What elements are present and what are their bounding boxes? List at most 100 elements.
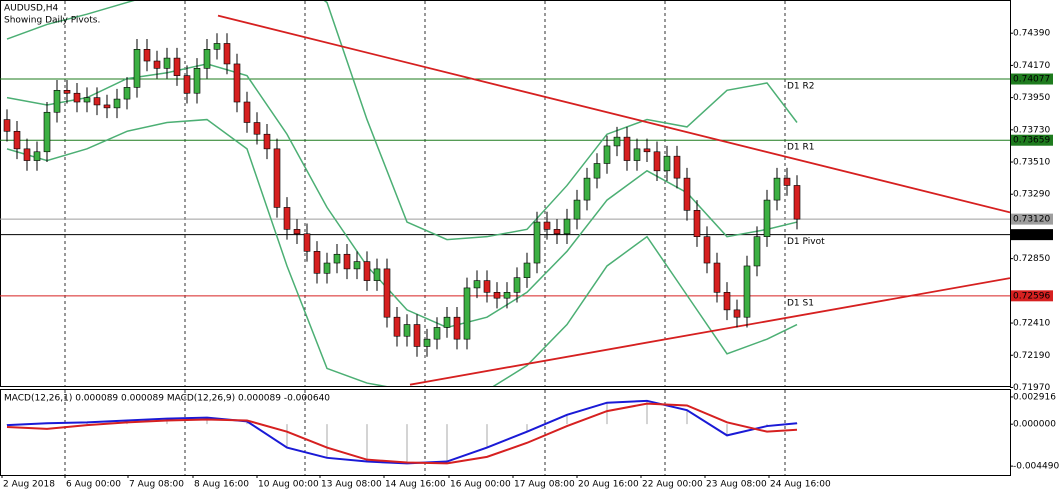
candle-body bbox=[263, 133, 271, 150]
candle-body bbox=[393, 316, 401, 337]
bollinger-band bbox=[6, 1, 798, 241]
candle-body bbox=[673, 155, 681, 179]
candle-body bbox=[213, 43, 221, 50]
candle-body bbox=[413, 324, 421, 347]
candle-body bbox=[733, 309, 741, 318]
candle-body bbox=[723, 292, 731, 311]
candle-body bbox=[233, 63, 241, 103]
candle-body bbox=[463, 287, 471, 340]
candle-body bbox=[183, 75, 191, 94]
pivot-name: D1 R1 bbox=[787, 143, 815, 153]
y-tick-label: 0.72410 bbox=[1013, 319, 1050, 329]
macd-pane bbox=[0, 389, 1011, 476]
candle-body bbox=[63, 89, 71, 94]
candle-body bbox=[323, 262, 331, 274]
price-label: 0.73659 bbox=[1013, 136, 1050, 146]
price-box bbox=[1011, 229, 1053, 241]
trendline bbox=[217, 14, 1010, 214]
candle-body bbox=[623, 136, 631, 161]
y-tick-label: 0.74170 bbox=[1013, 61, 1050, 71]
trendline bbox=[409, 277, 1010, 386]
candle-body bbox=[193, 68, 201, 94]
candle-body bbox=[753, 236, 761, 267]
candle-body bbox=[703, 236, 711, 264]
candle-body bbox=[523, 262, 531, 278]
pivot-name: D1 Pivot bbox=[787, 237, 825, 247]
candle-body bbox=[453, 316, 461, 340]
y-tick-label: 0.72190 bbox=[1013, 351, 1050, 361]
candle-body bbox=[343, 253, 351, 270]
macd-title: MACD(12,26,1) 0.000089 0.000089 MACD(12,… bbox=[4, 394, 330, 404]
candle-body bbox=[603, 145, 611, 164]
candle-body bbox=[683, 177, 691, 211]
y-tick-label: 0.000000 bbox=[1013, 420, 1056, 430]
pivot-name: D1 S1 bbox=[787, 298, 814, 308]
pivot-name: D1 R2 bbox=[787, 82, 815, 92]
candle-body bbox=[33, 151, 41, 161]
price-label: 0.73014 bbox=[1013, 230, 1050, 240]
x-tick-label: 8 Aug 16:00 bbox=[194, 480, 249, 490]
y-tick-label: 0.72850 bbox=[1013, 254, 1050, 264]
candle-body bbox=[283, 207, 291, 230]
price-box bbox=[1011, 134, 1053, 146]
x-tick-label: 7 Aug 08:00 bbox=[129, 480, 184, 490]
chart-title: AUDUSD,H4 bbox=[4, 4, 59, 14]
x-tick-label: 24 Aug 16:00 bbox=[770, 480, 831, 490]
candle-body bbox=[73, 92, 81, 103]
candle-body bbox=[153, 60, 161, 69]
candle-body bbox=[203, 49, 211, 69]
candle-body bbox=[473, 280, 481, 289]
bollinger-band bbox=[6, 118, 798, 386]
candle-body bbox=[53, 89, 61, 113]
y-tick-label: 0.74390 bbox=[1013, 29, 1050, 39]
candle-body bbox=[583, 177, 591, 201]
price-box bbox=[1011, 213, 1053, 225]
candle-body bbox=[793, 185, 801, 220]
candle-body bbox=[493, 292, 501, 299]
candle-body bbox=[333, 253, 341, 264]
candle-body bbox=[613, 136, 621, 147]
candle-body bbox=[353, 261, 361, 270]
candle-body bbox=[123, 87, 131, 100]
candle-body bbox=[593, 163, 601, 179]
candle-body bbox=[513, 277, 521, 293]
y-tick-label: 0.002916 bbox=[1013, 392, 1056, 402]
y-tick-label: 0.73950 bbox=[1013, 93, 1050, 103]
x-tick-label: 13 Aug 08:00 bbox=[321, 480, 382, 490]
candle-body bbox=[313, 251, 321, 274]
plot-layer bbox=[3, 1, 1010, 386]
candle-body bbox=[553, 229, 561, 235]
candle-body bbox=[743, 265, 751, 318]
candle-body bbox=[533, 221, 541, 264]
x-tick-label: 22 Aug 00:00 bbox=[642, 480, 703, 490]
x-tick-label: 16 Aug 00:00 bbox=[450, 480, 511, 490]
price-label: 0.72596 bbox=[1013, 291, 1050, 301]
candle-body bbox=[783, 177, 791, 186]
y-tick-label: 0.71970 bbox=[1013, 383, 1050, 393]
candle-body bbox=[253, 122, 261, 135]
candle-body bbox=[13, 130, 21, 150]
candle-body bbox=[773, 177, 781, 201]
candle-body bbox=[433, 327, 441, 340]
candle-body bbox=[563, 218, 571, 235]
candle-body bbox=[653, 151, 661, 172]
candle-body bbox=[633, 148, 641, 161]
candle-body bbox=[273, 148, 281, 208]
candle-body bbox=[643, 148, 651, 153]
candle-body bbox=[173, 57, 181, 76]
x-tick-label: 20 Aug 16:00 bbox=[578, 480, 639, 490]
candle-body bbox=[113, 98, 121, 109]
candle-body bbox=[503, 292, 511, 299]
candle-body bbox=[83, 97, 91, 103]
x-tick-label: 14 Aug 16:00 bbox=[385, 480, 446, 490]
x-tick-label: 6 Aug 00:00 bbox=[66, 480, 121, 490]
candle-body bbox=[293, 229, 301, 235]
price-label: 0.74077 bbox=[1013, 75, 1050, 85]
candle-body bbox=[43, 111, 51, 153]
main-pane bbox=[0, 0, 1011, 387]
bollinger-band bbox=[6, 63, 798, 329]
price-box bbox=[1011, 290, 1053, 302]
candle-body bbox=[403, 324, 411, 337]
x-tick-label: 23 Aug 08:00 bbox=[706, 480, 767, 490]
